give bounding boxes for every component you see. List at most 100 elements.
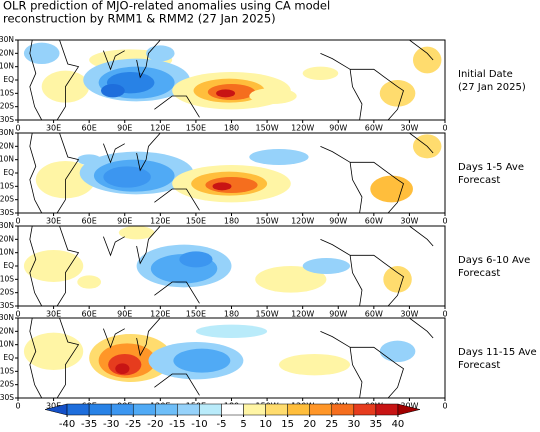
lon-label: 30E [46,310,61,319]
colorbar-label: -5 [216,419,226,430]
coastline [29,40,43,120]
lon-label: 90E [117,124,132,133]
coastline [350,346,404,398]
lat-label: 30N [0,128,14,137]
anomaly-blob [179,251,213,268]
lat-label: 30S [0,115,14,124]
title-line: reconstruction by RMM1 & RMM2 (27 Jan 20… [3,12,276,26]
lon-label: 120E [150,310,170,319]
colorbar-label: 35 [370,419,383,430]
lat-label: 30N [0,35,14,44]
colorbar-label: -40 [59,419,75,430]
lat-label: 30S [0,208,14,217]
anomaly-blob [195,324,268,339]
colorbar-label: 5 [240,419,246,430]
colorbar-label: -25 [125,419,141,430]
lon-label: 90W [329,310,347,319]
lat-label: EQ [3,168,14,177]
anomaly-blob [249,149,309,165]
lon-label: 30W [400,310,418,319]
lon-label: 90W [329,124,347,133]
colorbar-label: -15 [169,419,185,430]
panel-label: Initial Date [458,69,513,80]
lon-label: 0 [442,217,447,226]
lat-label: 10S [0,366,14,375]
colorbar-bin [132,403,156,416]
coastline [56,40,80,120]
lon-label: 180 [224,124,239,133]
coastline [409,226,434,247]
coastline [350,161,404,213]
coastline [350,254,404,306]
colorbar-label: 40 [392,419,405,430]
coastline [136,40,161,79]
panel-label: Forecast [458,175,500,186]
lon-label: 60E [82,310,97,319]
lat-label: 30N [0,313,14,322]
lon-label: 30W [400,124,418,133]
coastline [56,133,80,213]
coastline [29,226,43,306]
coastline [103,328,125,349]
anomaly-field [23,226,434,306]
lon-label: 0 [442,402,447,411]
coastline [136,318,161,357]
lon-label: 120W [291,124,314,133]
coastline [409,318,434,339]
anomaly-blob [249,88,297,104]
lon-label: 180 [224,310,239,319]
panel-label: (27 Jan 2025) [458,82,526,93]
colorbar-bin [265,403,288,416]
anomaly-blob [118,226,155,240]
coastline [29,133,43,213]
panel-label: Days 1-5 Ave [458,162,524,173]
lon-label: 150E [186,217,206,226]
coastline [409,133,434,154]
anomaly-blob [103,166,151,188]
panel-label: Days 11-15 Ave [458,347,537,358]
lon-label: 120E [150,124,170,133]
lon-label: 60W [365,310,383,319]
lat-label: 20S [0,195,14,204]
anomaly-blob [101,84,125,98]
panel-label: Days 6-10 Ave [458,255,530,266]
lat-label: 10N [0,155,14,164]
title-line: OLR prediction of MJO-related anomalies … [3,0,330,13]
coastline [56,226,80,306]
anomaly-blob [302,66,339,81]
colorbar-bin [66,403,90,416]
colorbar-label: 30 [347,419,360,430]
anomaly-blob [370,175,413,203]
lon-label: 30W [400,217,418,226]
lat-label: 10N [0,62,14,71]
coastline [154,95,200,118]
lat-label: 30S [0,393,14,402]
colorbar-label: -20 [147,419,163,430]
lat-label: EQ [3,75,14,84]
anomaly-blob [379,80,416,107]
coastline [154,281,200,304]
lat-label: 20S [0,288,14,297]
anomaly-blob [146,45,175,62]
lat-label: EQ [3,261,14,270]
lon-label: 0 [15,217,20,226]
lon-label: 150W [255,124,278,133]
lat-label: 10S [0,274,14,283]
coastline [103,143,125,164]
lon-label: 60E [82,217,97,226]
lon-label: 30E [46,402,61,411]
lon-label: 0 [442,124,447,133]
lat-label: 10S [0,88,14,97]
colorbar-bin [309,403,333,416]
lon-label: 60E [82,124,97,133]
colorbar-bin [155,403,178,416]
lat-label: 20N [0,326,14,335]
anomaly-blob [212,182,232,191]
anomaly-blob [115,363,130,374]
colorbar: -40 -35 -30 -25 -20 -15 -10 -5 5 10 15 20 25 30 35 40 [44,403,421,430]
colorbar-label: 15 [281,419,294,430]
lon-label: 90E [117,310,132,319]
